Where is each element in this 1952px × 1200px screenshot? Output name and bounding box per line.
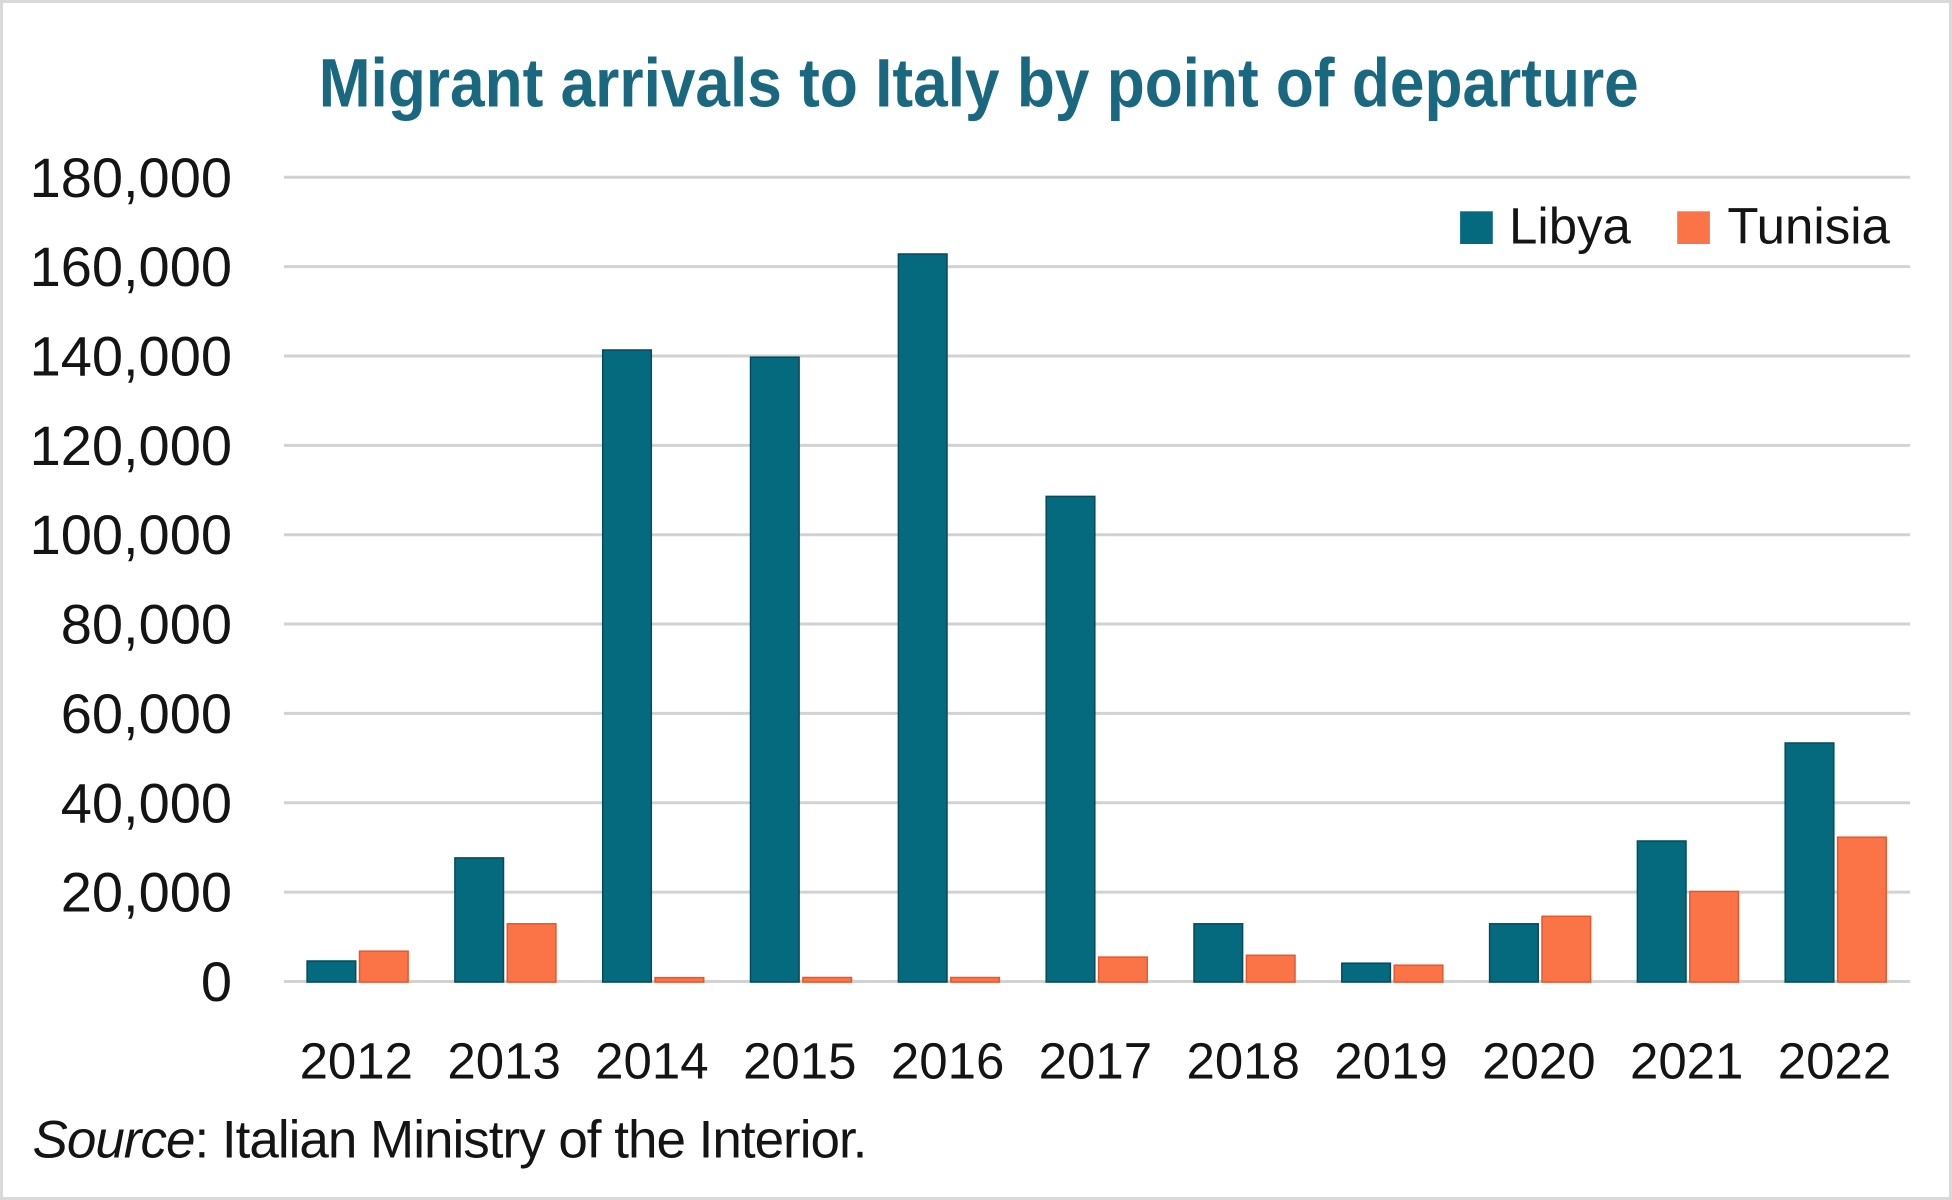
svg-text:2020: 2020 <box>1482 1033 1595 1090</box>
svg-text:2022: 2022 <box>1778 1033 1891 1090</box>
svg-text:2019: 2019 <box>1334 1033 1447 1090</box>
svg-text:Tunisia: Tunisia <box>1727 198 1890 255</box>
svg-text:2018: 2018 <box>1186 1033 1299 1090</box>
svg-text:60,000: 60,000 <box>61 682 232 745</box>
svg-text:2012: 2012 <box>300 1033 413 1090</box>
svg-text:20,000: 20,000 <box>61 861 232 924</box>
svg-text:160,000: 160,000 <box>30 235 232 298</box>
svg-text:Source: Italian Ministry of th: Source: Italian Ministry of the Interior… <box>33 1111 867 1170</box>
svg-text:2015: 2015 <box>743 1033 856 1090</box>
svg-text:2021: 2021 <box>1630 1033 1743 1090</box>
svg-text:2017: 2017 <box>1039 1033 1152 1090</box>
svg-text:0: 0 <box>201 950 232 1013</box>
svg-text:Migrant arrivals to Italy by p: Migrant arrivals to Italy by point of de… <box>319 45 1639 122</box>
svg-text:180,000: 180,000 <box>30 146 232 209</box>
svg-text:120,000: 120,000 <box>30 414 232 477</box>
svg-text:2014: 2014 <box>595 1033 708 1090</box>
svg-text:40,000: 40,000 <box>61 771 232 834</box>
svg-text:100,000: 100,000 <box>30 503 232 566</box>
svg-text:140,000: 140,000 <box>30 324 232 387</box>
svg-text:2016: 2016 <box>891 1033 1004 1090</box>
svg-text:80,000: 80,000 <box>61 593 232 656</box>
svg-text:2013: 2013 <box>447 1033 560 1090</box>
svg-text:Libya: Libya <box>1509 198 1632 255</box>
